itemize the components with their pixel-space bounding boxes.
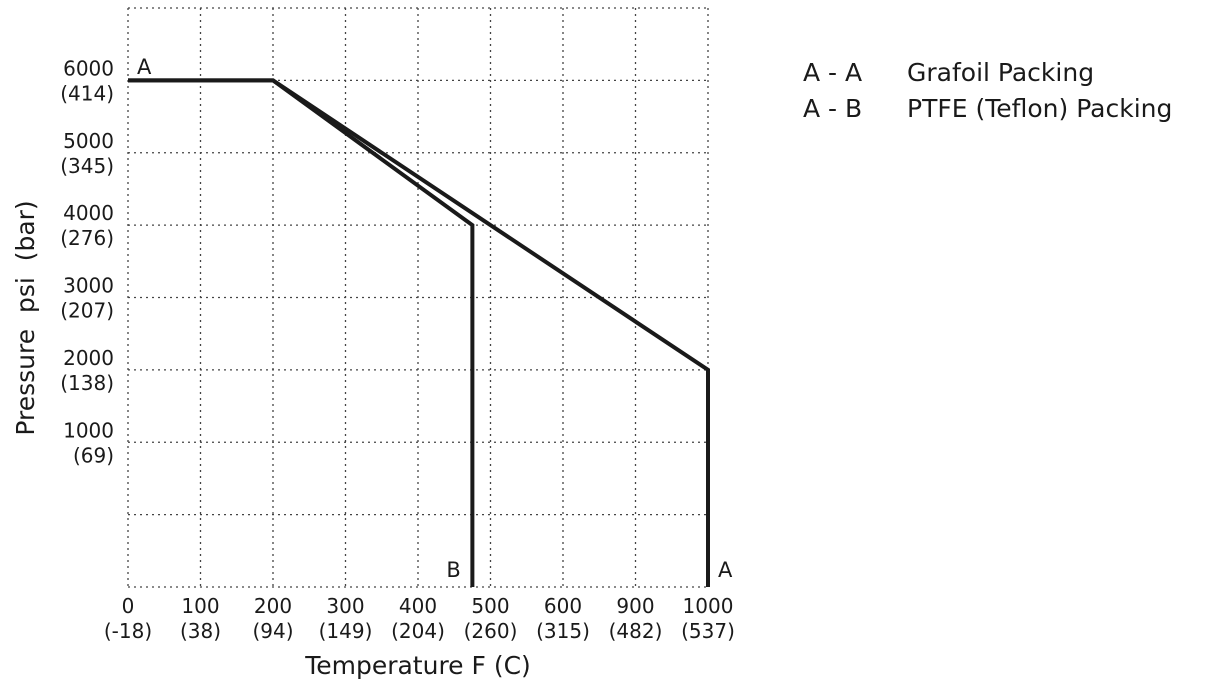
x-tick-label-f: 500 — [471, 594, 509, 618]
x-tick-label-f: 200 — [254, 594, 292, 618]
legend-key: A - B — [803, 93, 863, 123]
y-tick-label-bar: (138) — [60, 371, 114, 395]
y-tick-label-bar: (69) — [73, 443, 114, 467]
x-axis-title: Temperature F (C) — [304, 651, 531, 680]
x-tick-label-c: (94) — [252, 619, 293, 643]
legend-item-ptfe: A - B PTFE (Teflon) Packing — [803, 90, 1172, 126]
x-tick-label-c: (537) — [681, 619, 735, 643]
y-tick-label-psi: 6000 — [63, 56, 114, 80]
x-tick-label-c: (260) — [464, 619, 518, 643]
y-tick-label-psi: 1000 — [63, 418, 114, 442]
y-tick-label-bar: (345) — [60, 154, 114, 178]
y-tick-label-psi: 4000 — [63, 201, 114, 225]
legend-key: A - A — [803, 57, 863, 87]
legend-label: Grafoil Packing — [907, 57, 1095, 87]
y-tick-label-bar: (414) — [60, 81, 114, 105]
x-tick-label-c: (315) — [536, 619, 590, 643]
series-start-label: A — [137, 55, 152, 79]
x-tick-label-f: 400 — [399, 594, 437, 618]
y-tick-label-psi: 5000 — [63, 129, 114, 153]
y-axis-title: Pressure psi (bar) — [11, 200, 40, 435]
x-tick-label-c: (204) — [391, 619, 445, 643]
grid-lines — [127, 7, 709, 588]
x-tick-label-f: 100 — [181, 594, 219, 618]
series-end-label: B — [446, 558, 460, 582]
x-tick-label-f: 600 — [544, 594, 582, 618]
legend-item-grafoil: A - A Grafoil Packing — [803, 54, 1172, 90]
x-tick-label-f: 0 — [122, 594, 135, 618]
series-end-label: A — [718, 558, 733, 582]
x-tick-labels: 0(-18)100(38)200(94)300(149)400(204)500(… — [104, 594, 735, 643]
series-line-a-b — [128, 78, 475, 587]
x-tick-label-c: (-18) — [104, 619, 152, 643]
x-tick-label-f: 300 — [326, 594, 364, 618]
legend: A - A Grafoil Packing A - B PTFE (Teflon… — [803, 54, 1172, 126]
legend-label: PTFE (Teflon) Packing — [907, 93, 1173, 123]
y-tick-label-psi: 3000 — [63, 274, 114, 298]
x-tick-label-c: (38) — [180, 619, 221, 643]
y-tick-label-psi: 2000 — [63, 346, 114, 370]
x-tick-label-c: (149) — [319, 619, 373, 643]
y-tick-labels: 6000(414) 5000(345) 4000(276) 3000(207) 2000… — [60, 56, 114, 467]
series-layer: AB — [128, 78, 733, 587]
y-tick-label-bar: (207) — [60, 299, 114, 323]
x-tick-label-f: 1000 — [683, 594, 734, 618]
x-tick-label-c: (482) — [609, 619, 663, 643]
y-tick-label-bar: (276) — [60, 226, 114, 250]
x-tick-label-f: 900 — [616, 594, 654, 618]
